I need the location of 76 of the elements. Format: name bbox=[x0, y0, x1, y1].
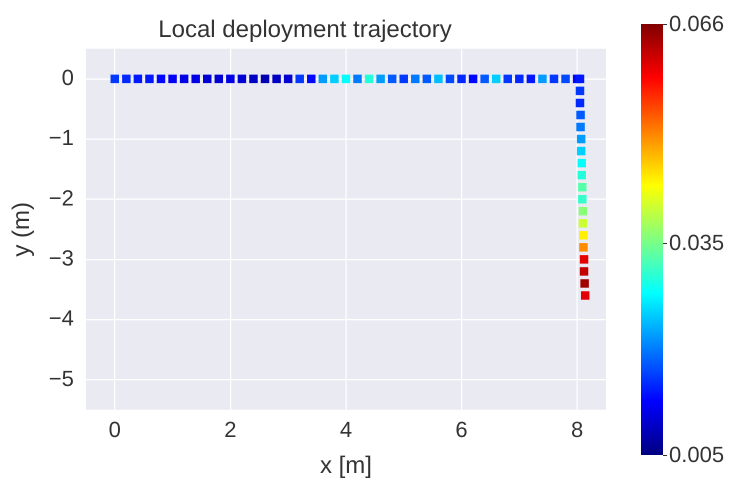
point bbox=[504, 74, 512, 84]
point bbox=[307, 74, 316, 84]
point bbox=[295, 74, 304, 84]
point bbox=[411, 74, 420, 84]
point bbox=[364, 74, 374, 84]
point bbox=[580, 291, 590, 300]
point bbox=[214, 74, 224, 84]
point bbox=[578, 182, 587, 192]
point bbox=[168, 74, 177, 84]
x-axis-title: x [m] bbox=[320, 452, 372, 480]
y-tick-label: −4 bbox=[48, 306, 74, 331]
point bbox=[284, 74, 292, 84]
y-tick-label: −1 bbox=[48, 125, 74, 150]
point bbox=[492, 74, 500, 84]
point bbox=[576, 146, 586, 156]
point bbox=[203, 74, 212, 84]
point bbox=[134, 74, 142, 84]
x-tick-label: 4 bbox=[340, 417, 352, 442]
color-bar-label: 0.066 bbox=[669, 11, 724, 36]
point bbox=[580, 267, 588, 276]
point bbox=[577, 158, 586, 168]
point bbox=[238, 74, 246, 84]
point bbox=[550, 74, 558, 84]
point bbox=[434, 74, 443, 84]
point bbox=[388, 74, 396, 84]
point bbox=[145, 74, 154, 84]
point bbox=[576, 98, 584, 108]
point bbox=[515, 74, 524, 84]
point bbox=[260, 74, 270, 84]
point bbox=[579, 243, 588, 252]
point bbox=[180, 74, 188, 84]
point bbox=[578, 219, 588, 228]
point bbox=[353, 74, 362, 84]
point bbox=[226, 74, 235, 84]
point bbox=[446, 74, 454, 84]
x-tick-label: 8 bbox=[570, 417, 584, 442]
point bbox=[580, 279, 589, 288]
point bbox=[122, 74, 131, 84]
point bbox=[318, 74, 328, 84]
chart-title: Local deployment trajectory bbox=[158, 16, 452, 44]
point bbox=[576, 86, 584, 96]
y-tick-label: −3 bbox=[48, 245, 74, 270]
point bbox=[191, 74, 200, 84]
point bbox=[399, 74, 408, 84]
point bbox=[578, 207, 588, 216]
point bbox=[156, 74, 166, 84]
y-tick-label: −5 bbox=[48, 366, 74, 391]
x-tick-label: 2 bbox=[224, 417, 236, 442]
point bbox=[576, 134, 586, 144]
y-tick-label: −2 bbox=[48, 185, 74, 210]
x-tick-label: 6 bbox=[455, 417, 468, 442]
point bbox=[272, 74, 281, 84]
point bbox=[580, 255, 588, 264]
point bbox=[330, 74, 339, 84]
point bbox=[342, 74, 350, 84]
point bbox=[526, 74, 536, 84]
point bbox=[249, 74, 258, 84]
point bbox=[457, 74, 466, 84]
x-tick-label: 0 bbox=[108, 417, 121, 442]
color-bar-label: 0.035 bbox=[669, 230, 724, 256]
point bbox=[468, 74, 478, 84]
y-tick-label: 0 bbox=[62, 64, 74, 90]
point bbox=[577, 170, 586, 180]
point bbox=[538, 74, 547, 84]
point bbox=[576, 122, 585, 132]
point bbox=[422, 74, 432, 84]
point bbox=[579, 231, 588, 240]
y-axis-title: y (m) bbox=[8, 202, 36, 257]
point bbox=[576, 74, 584, 84]
color-bar-label: 0.005 bbox=[669, 442, 724, 467]
point bbox=[578, 194, 587, 204]
point bbox=[561, 74, 570, 84]
point bbox=[480, 74, 489, 84]
point bbox=[376, 74, 385, 84]
point bbox=[110, 74, 120, 84]
point bbox=[576, 110, 585, 120]
